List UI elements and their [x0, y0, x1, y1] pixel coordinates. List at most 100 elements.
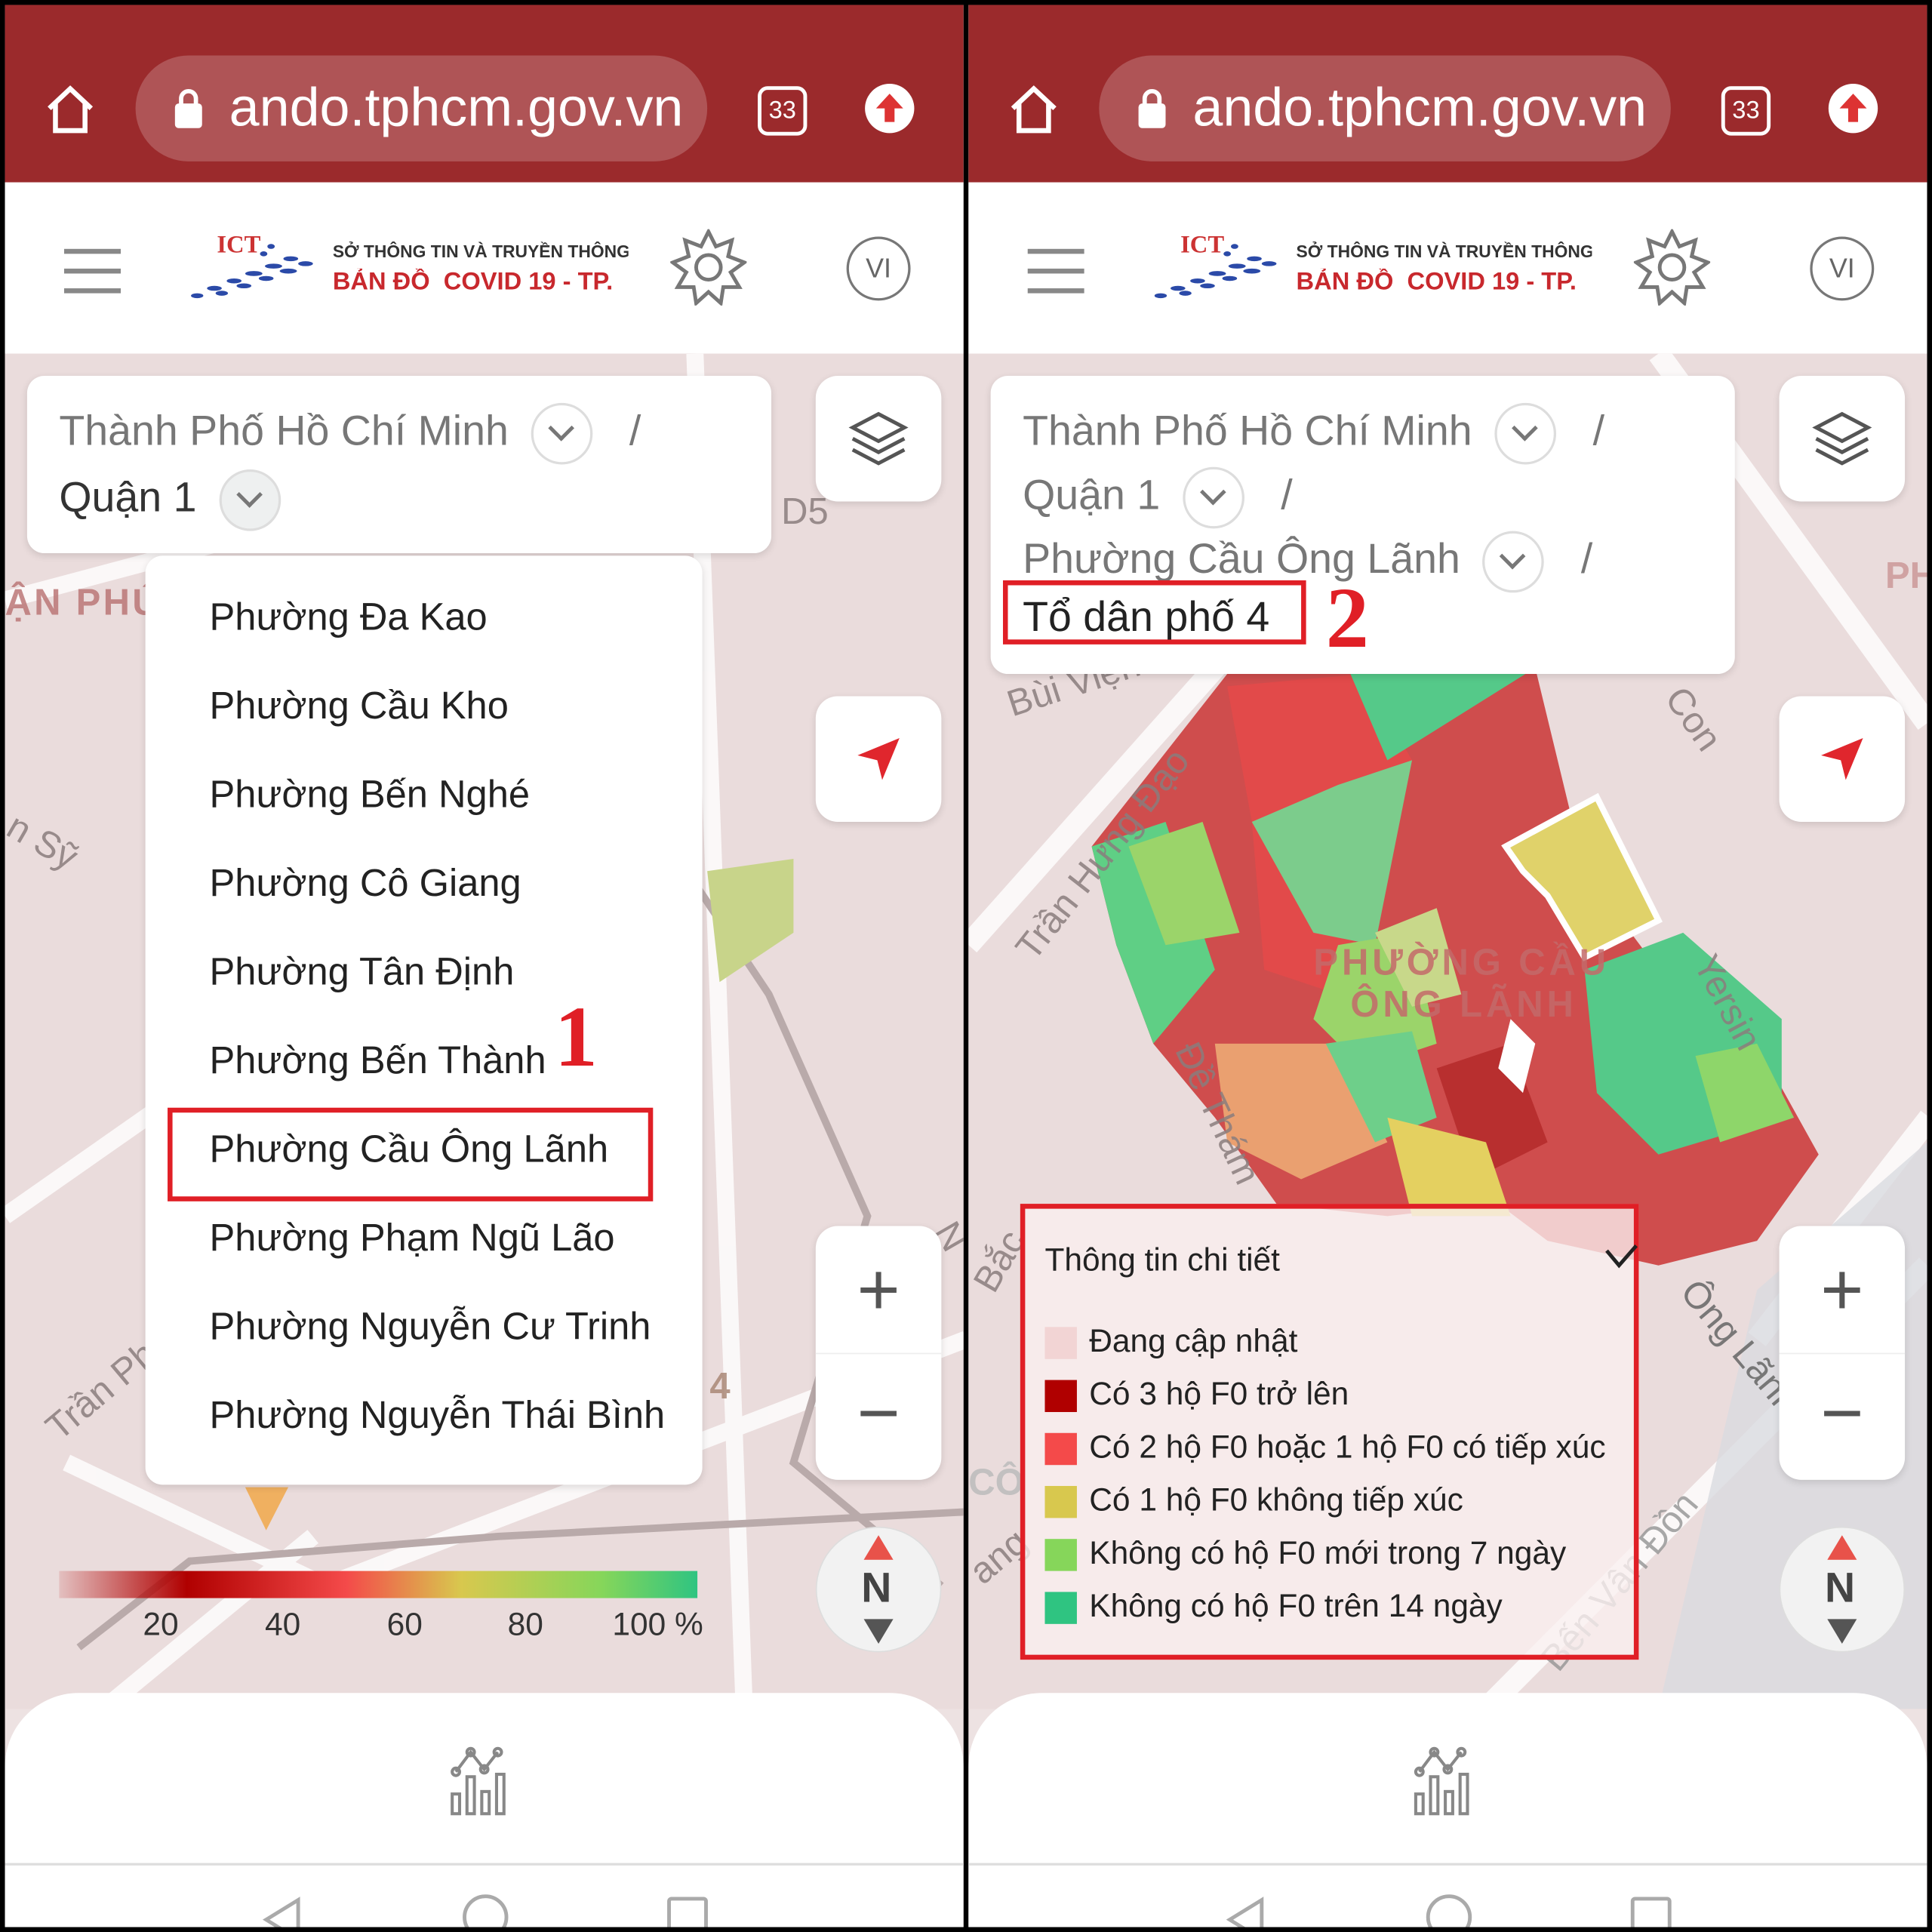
legend-item: Có 2 hộ F0 hoặc 1 hộ F0 có tiếp xúc [1044, 1428, 1606, 1466]
bottom-sheet [5, 1693, 964, 1866]
app-title: BẢN ĐỒ COVID 19 - TP. [1296, 268, 1577, 296]
dropdown-item[interactable]: Phường Nguyễn Thái Bình [209, 1393, 666, 1437]
navigation-arrow-icon [1821, 737, 1863, 780]
org-name: SỞ THÔNG TIN VÀ TRUYỀN THÔNG [332, 241, 629, 262]
zoom-in-button[interactable]: + [1820, 1247, 1864, 1331]
hamburger-menu-icon[interactable] [1027, 247, 1084, 296]
upload-icon[interactable] [1828, 84, 1878, 134]
hamburger-menu-icon[interactable] [63, 247, 121, 296]
recents-icon[interactable] [1629, 1895, 1673, 1927]
dropdown-item[interactable]: Phường Nguyễn Cư Trinh [209, 1304, 651, 1349]
compass[interactable]: N [815, 1526, 942, 1653]
home-nav-icon[interactable] [461, 1893, 510, 1927]
scale-label: 60 [386, 1605, 423, 1643]
breadcrumb-district[interactable]: Quận 1/ [1023, 466, 1293, 529]
map-label: PH [1884, 555, 1927, 597]
scale-label: 20 [143, 1605, 179, 1643]
legend-item: Không có hộ F0 trên 14 ngày [1044, 1587, 1503, 1626]
breadcrumb-ward[interactable]: Phường Cầu Ông Lãnh / [1023, 531, 1592, 593]
language-button[interactable]: VI [1810, 236, 1875, 301]
scale-label: 80 [507, 1605, 543, 1643]
legend-swatch [1044, 1592, 1077, 1625]
browser-toolbar: ando.tphcm.gov.vn 33 [968, 5, 1927, 183]
legend-swatch [1044, 1327, 1077, 1360]
android-nav-bar [5, 1863, 964, 1927]
chevron-down-icon[interactable] [1182, 466, 1244, 529]
recents-icon[interactable] [666, 1895, 710, 1927]
breadcrumb-city[interactable]: Thành Phố Hồ Chí Minh / [59, 402, 641, 465]
back-icon[interactable] [259, 1895, 303, 1927]
tab-count-button[interactable]: 33 [1721, 86, 1771, 136]
gear-icon[interactable] [1633, 229, 1711, 306]
layers-button[interactable] [1779, 375, 1906, 502]
org-name: SỞ THÔNG TIN VÀ TRUYỀN THÔNG [1296, 241, 1592, 262]
annotation-number: 1 [554, 990, 598, 1086]
ict-logo: ICT [185, 232, 321, 306]
scale-label: 100 % [612, 1605, 703, 1643]
compass[interactable]: N [1779, 1526, 1906, 1653]
breadcrumb-district[interactable]: Quận 1 [59, 469, 281, 531]
back-icon[interactable] [1223, 1895, 1267, 1927]
statistics-chart-icon[interactable] [1412, 1745, 1484, 1817]
ward-label: ÔNG LÃNH [1350, 984, 1577, 1026]
dropdown-item[interactable]: Phường Đa Kao [209, 595, 488, 638]
legend-item: Đang cập nhật [1044, 1322, 1297, 1361]
chevron-down-icon[interactable] [218, 469, 281, 531]
upload-icon[interactable] [865, 84, 915, 134]
statistics-chart-icon[interactable] [448, 1745, 520, 1817]
layers-button[interactable] [815, 375, 942, 502]
dropdown-item[interactable]: Phường Bến Thành [209, 1038, 546, 1082]
home-icon[interactable] [1008, 84, 1060, 136]
legend-item: Không có hộ F0 mới trong 7 ngày [1044, 1534, 1566, 1573]
chevron-down-icon[interactable] [531, 402, 592, 465]
zoom-out-button[interactable]: − [815, 1352, 942, 1481]
dropdown-item[interactable]: Phường Bến Nghé [209, 772, 531, 816]
map-view[interactable]: D5 ẬN PHÚ n Sỹ Trần Phú 4 N Thành Phố Hồ… [5, 353, 964, 1709]
bottom-sheet [968, 1693, 1927, 1866]
legend-panel: Thông tin chi tiết Đang cập nhật Có 3 hộ… [1020, 1204, 1639, 1660]
dropdown-item[interactable]: Phường Phạm Ngũ Lão [209, 1216, 615, 1260]
language-button[interactable]: VI [846, 236, 911, 301]
chevron-down-icon[interactable] [1604, 1243, 1639, 1272]
scale-label: 40 [265, 1605, 301, 1643]
layers-icon [1812, 411, 1872, 466]
url-text: ando.tphcm.gov.vn [229, 77, 684, 138]
legend-swatch [1044, 1486, 1077, 1518]
url-text: ando.tphcm.gov.vn [1192, 77, 1647, 138]
ward-dropdown: Phường Đa Kao Phường Cầu Kho Phường Bến … [145, 555, 703, 1485]
dropdown-item[interactable]: Phường Cô Giang [209, 861, 521, 905]
annotation-number: 2 [1325, 571, 1369, 667]
legend-swatch [1044, 1539, 1077, 1571]
dropdown-item[interactable]: Phường Tân Định [209, 949, 515, 993]
browser-toolbar: ando.tphcm.gov.vn 33 [5, 5, 964, 183]
breadcrumb-city[interactable]: Thành Phố Hồ Chí Minh / [1023, 402, 1604, 465]
breadcrumb-residential-group[interactable]: Tổ dân phố 4 [1002, 580, 1306, 645]
my-location-button[interactable] [815, 696, 942, 822]
ict-logo: ICT [1149, 232, 1284, 306]
legend-title: Thông tin chi tiết [1044, 1241, 1280, 1278]
right-screen: ando.tphcm.gov.vn 33 ICT SỞ THÔNG TIN VÀ… [968, 5, 1927, 1927]
legend-swatch [1044, 1432, 1077, 1466]
breadcrumb: Thành Phố Hồ Chí Minh / Quận 1 [26, 375, 772, 554]
tab-count-button[interactable]: 33 [758, 86, 808, 136]
url-bar[interactable]: ando.tphcm.gov.vn [135, 55, 708, 162]
left-screen: ando.tphcm.gov.vn 33 ICT SỞ THÔNG TIN VÀ… [5, 5, 964, 1927]
my-location-button[interactable] [1779, 696, 1906, 822]
ward-label: PHƯỜNG CẦU [1313, 942, 1611, 983]
zoom-in-button[interactable]: + [857, 1247, 900, 1331]
android-nav-bar [968, 1863, 1927, 1927]
map-view[interactable]: Bùi Viện Trần Hưng Đạo Con Yersin Đề Thá… [968, 353, 1927, 1709]
dropdown-item[interactable]: Phường Cầu Kho [209, 684, 509, 728]
url-bar[interactable]: ando.tphcm.gov.vn [1099, 55, 1671, 162]
chevron-down-icon[interactable] [1482, 531, 1544, 593]
chevron-down-icon[interactable] [1494, 402, 1556, 465]
color-scale-bar [59, 1571, 698, 1598]
home-nav-icon[interactable] [1424, 1893, 1473, 1927]
layers-icon [848, 411, 909, 466]
app-header: ICT SỞ THÔNG TIN VÀ TRUYỀN THÔNG BẢN ĐỒ … [968, 182, 1927, 354]
gear-icon[interactable] [670, 229, 747, 306]
home-icon[interactable] [45, 84, 97, 136]
zoom-out-button[interactable]: − [1779, 1352, 1906, 1481]
dropdown-item-selected[interactable]: Phường Cầu Ông Lãnh [209, 1127, 609, 1171]
zoom-controls: + − [1779, 1226, 1906, 1481]
